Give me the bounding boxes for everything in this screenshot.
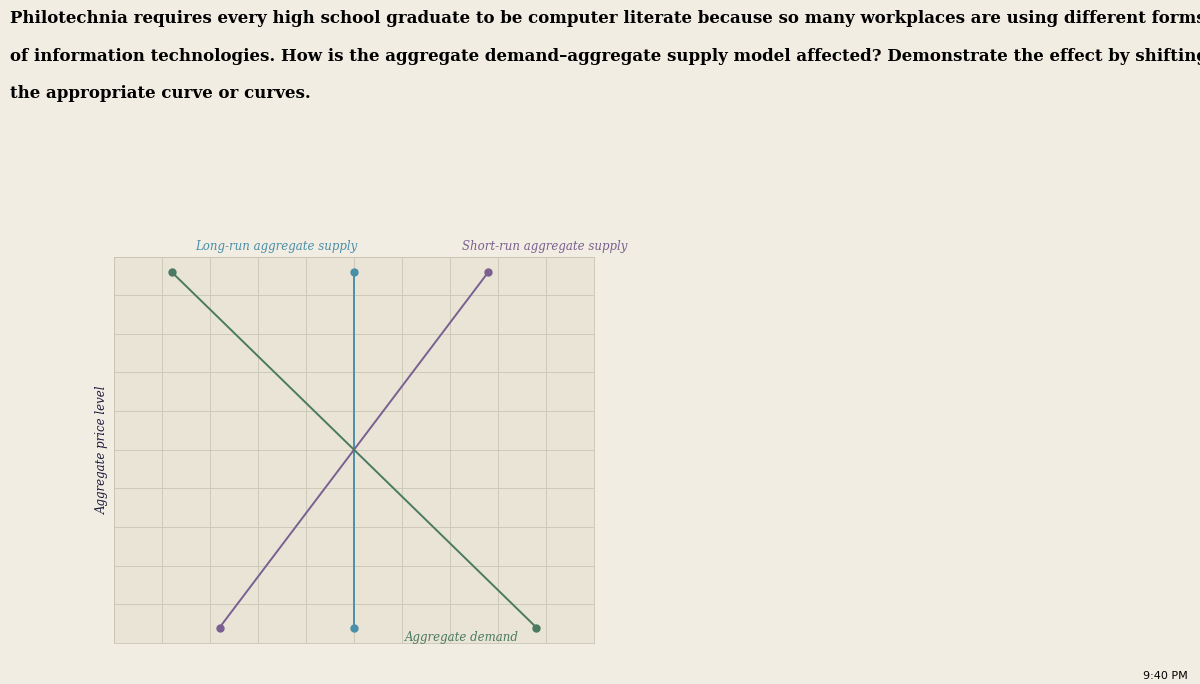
Text: 9:40 PM: 9:40 PM [1144, 670, 1188, 681]
Text: Aggregate demand: Aggregate demand [406, 631, 518, 644]
Text: Long-run aggregate supply: Long-run aggregate supply [196, 240, 358, 253]
Text: the appropriate curve or curves.: the appropriate curve or curves. [10, 86, 311, 103]
Text: of information technologies. How is the aggregate demand–aggregate supply model : of information technologies. How is the … [10, 48, 1200, 65]
Y-axis label: Aggregate price level: Aggregate price level [96, 386, 108, 514]
Text: Short-run aggregate supply: Short-run aggregate supply [462, 240, 628, 253]
Text: Philotechnia requires every high school graduate to be computer literate because: Philotechnia requires every high school … [10, 10, 1200, 27]
